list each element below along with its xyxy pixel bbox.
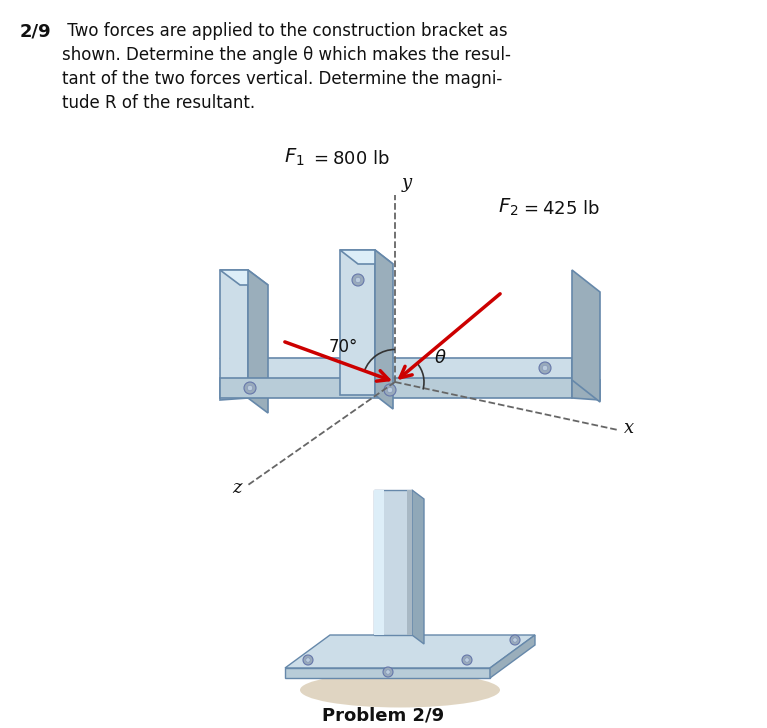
Text: tude R of the resultant.: tude R of the resultant. bbox=[62, 94, 255, 112]
Circle shape bbox=[539, 362, 551, 374]
Polygon shape bbox=[340, 250, 375, 395]
Polygon shape bbox=[374, 490, 412, 635]
Circle shape bbox=[513, 638, 517, 642]
Polygon shape bbox=[340, 250, 393, 264]
Text: $\mathit{F}_1$: $\mathit{F}_1$ bbox=[285, 147, 305, 168]
Circle shape bbox=[386, 670, 390, 674]
Polygon shape bbox=[572, 270, 600, 402]
Circle shape bbox=[303, 655, 313, 665]
Polygon shape bbox=[220, 358, 600, 380]
Text: Two forces are applied to the construction bracket as: Two forces are applied to the constructi… bbox=[62, 22, 508, 40]
Polygon shape bbox=[407, 490, 412, 635]
Polygon shape bbox=[285, 668, 490, 678]
Circle shape bbox=[383, 667, 393, 677]
Polygon shape bbox=[220, 270, 248, 400]
Circle shape bbox=[462, 655, 472, 665]
Circle shape bbox=[355, 277, 360, 282]
Polygon shape bbox=[220, 270, 268, 285]
Text: $= 800\ \mathrm{lb}$: $= 800\ \mathrm{lb}$ bbox=[310, 150, 390, 168]
Polygon shape bbox=[572, 358, 600, 400]
Circle shape bbox=[465, 658, 469, 662]
Text: 70°: 70° bbox=[328, 338, 357, 356]
Polygon shape bbox=[375, 250, 393, 409]
Text: x: x bbox=[624, 419, 634, 437]
Circle shape bbox=[542, 365, 548, 371]
Text: $= 425\ \mathrm{lb}$: $= 425\ \mathrm{lb}$ bbox=[520, 200, 600, 218]
Circle shape bbox=[247, 385, 252, 391]
Polygon shape bbox=[374, 490, 384, 635]
Polygon shape bbox=[220, 378, 572, 398]
Circle shape bbox=[384, 384, 396, 396]
Text: z: z bbox=[232, 479, 242, 497]
Text: tant of the two forces vertical. Determine the magni-: tant of the two forces vertical. Determi… bbox=[62, 70, 502, 88]
Text: $\theta$: $\theta$ bbox=[433, 349, 446, 367]
Polygon shape bbox=[490, 635, 535, 678]
Circle shape bbox=[244, 382, 256, 394]
Circle shape bbox=[352, 274, 364, 286]
Polygon shape bbox=[285, 635, 535, 668]
Polygon shape bbox=[248, 270, 268, 413]
Circle shape bbox=[387, 387, 393, 392]
Text: $\mathit{F}_2$: $\mathit{F}_2$ bbox=[498, 197, 518, 218]
Text: Problem 2/9: Problem 2/9 bbox=[322, 706, 444, 724]
Circle shape bbox=[306, 658, 310, 662]
Polygon shape bbox=[412, 490, 424, 644]
Circle shape bbox=[510, 635, 520, 645]
Text: shown. Determine the angle θ which makes the resul-: shown. Determine the angle θ which makes… bbox=[62, 46, 511, 64]
Ellipse shape bbox=[300, 673, 500, 708]
Text: 2/9: 2/9 bbox=[20, 22, 51, 40]
Text: y: y bbox=[402, 174, 412, 192]
